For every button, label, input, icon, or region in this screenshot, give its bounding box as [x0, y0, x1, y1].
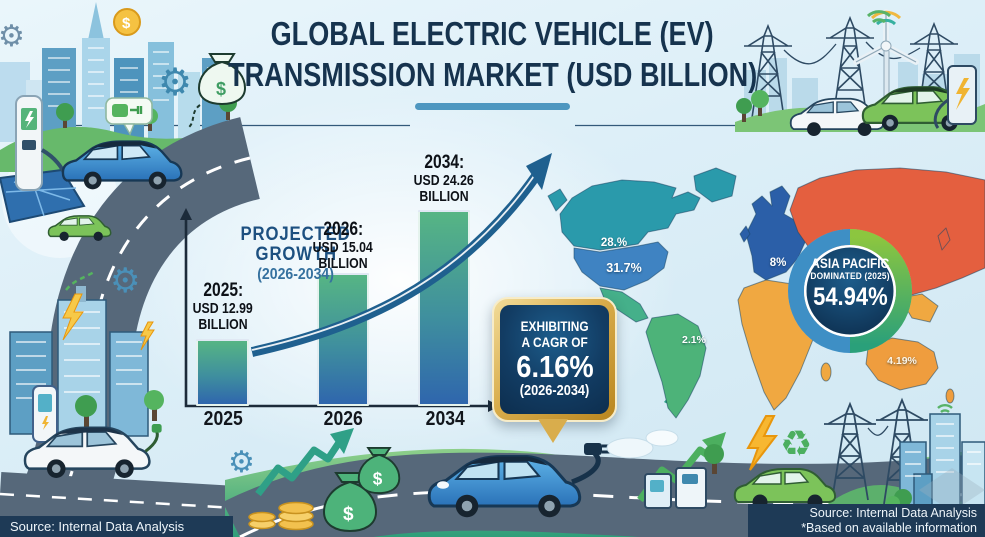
map-canada: [559, 179, 701, 251]
watermark-diamond: [919, 468, 985, 512]
page-title: GLOBAL ELECTRIC VEHICLE (EV) TRANSMISSIO…: [113, 13, 873, 95]
cagr-badge-pointer: [538, 419, 568, 443]
asia-pacific-donut: [788, 229, 912, 353]
transmission-tower-icon: [824, 397, 928, 505]
map-south-america: [645, 313, 707, 419]
y-axis-arrow: [180, 208, 192, 220]
lightning-icon: [746, 415, 779, 471]
ev-charging-kiosk-icon: [644, 467, 707, 509]
cagr-value: 6.16%: [515, 349, 594, 384]
map-label-australia: 4.19%: [887, 355, 917, 367]
blue-ev-car-plug-icon: [427, 443, 610, 518]
map-australia: [865, 337, 939, 391]
tree-icon: [736, 90, 769, 122]
asia-pacific-callout: ASIA PACIFIC DOMINATED (2025) 54.94%: [810, 256, 890, 311]
x-tick-2026: 2026: [323, 408, 363, 430]
cagr-badge: EXHIBITING A CAGR OF 6.16% (2026-2034): [492, 297, 617, 422]
green-signal-icon: [937, 403, 953, 413]
white-car-icon: [789, 97, 884, 137]
asia-pacific-share: 54.94%: [812, 283, 888, 311]
charging-bubble-icon: [105, 97, 153, 136]
blue-ev-car-icon: [61, 140, 183, 190]
title-line2: TRANSMISSION MARKET (USD BILLION): [227, 56, 758, 93]
bar-2025: [196, 339, 249, 406]
swoosh-arrowhead: [526, 153, 552, 190]
map-label-europe: 8%: [769, 257, 787, 269]
lightning-icon: [140, 321, 155, 351]
recycle-icon: ♻: [780, 423, 812, 464]
money-bag-icon: $: [322, 472, 378, 533]
money-bag-icon: $: [357, 446, 401, 495]
city-buildings-icon: [899, 403, 985, 509]
growth-squiggle: [65, 270, 95, 291]
x-tick-2025: 2025: [203, 408, 243, 430]
bar-annotation-2034: 2034: USD 24.26 BILLION: [413, 152, 475, 205]
bar-2034: [418, 210, 470, 406]
svg-text:$: $: [343, 504, 354, 525]
svg-text:$: $: [216, 79, 226, 99]
map-label-south-america: 2.1%: [682, 334, 706, 346]
green-car-icon: [47, 215, 112, 241]
map-new-zealand: [945, 388, 955, 404]
map-alaska: [547, 188, 568, 212]
green-ev-car-icon: [861, 86, 973, 131]
ev-charging-station-icon: [15, 95, 68, 191]
map-madagascar: [820, 362, 832, 382]
dollar-icon: $: [122, 15, 131, 32]
coin-icon: [113, 8, 141, 36]
bar-annotation-2025: 2025: USD 12.99 BILLION: [192, 280, 254, 333]
bar-annotation-2026: 2026: USD 15.04 BILLION: [312, 219, 374, 272]
top-right-grid-illustration: [735, 9, 985, 137]
map-label-usa: 31.7%: [606, 261, 642, 275]
lightning-icon: [62, 293, 84, 341]
source-note-left: Source: Internal Data Analysis: [0, 516, 233, 537]
source-note-right: Source: Internal Data Analysis *Based on…: [748, 504, 985, 537]
map-greenland: [693, 167, 737, 203]
bar-2026: [317, 273, 369, 406]
mid-left-city-illustration: ⚙: [9, 262, 164, 478]
gear-icon: ⚙: [228, 446, 255, 479]
ev-charging-station-icon: [933, 65, 977, 129]
projected-growth-label: PROJECTED GROWTH (2026-2034): [240, 224, 352, 284]
map-uk: [739, 225, 751, 243]
cloud-icon: [606, 437, 654, 459]
gear-icon: ⚙: [110, 262, 140, 300]
green-signal-icon: [866, 10, 892, 24]
map-usa: [573, 241, 669, 291]
cloud-icon: [645, 429, 679, 447]
tree-icon: [75, 390, 164, 428]
map-japan: [937, 227, 951, 251]
gear-icon: ⚙: [0, 20, 25, 53]
title-line1: GLOBAL ELECTRIC VEHICLE (EV): [270, 15, 715, 52]
growth-arrow-icon: [255, 428, 354, 497]
map-label-canada: 28.%: [600, 237, 628, 249]
map-europe: [745, 185, 807, 281]
gear-icon: ⚙: [158, 62, 192, 104]
bottom-center-ev-illustration: ⚙ $ $: [228, 428, 610, 533]
svg-text:$: $: [373, 469, 383, 489]
coin-stack-icon: [248, 501, 314, 531]
x-tick-2034: 2034: [425, 408, 465, 430]
money-bag-icon: $: [187, 53, 247, 129]
white-ev-car-icon: [23, 424, 162, 478]
title-underline: [415, 103, 570, 110]
